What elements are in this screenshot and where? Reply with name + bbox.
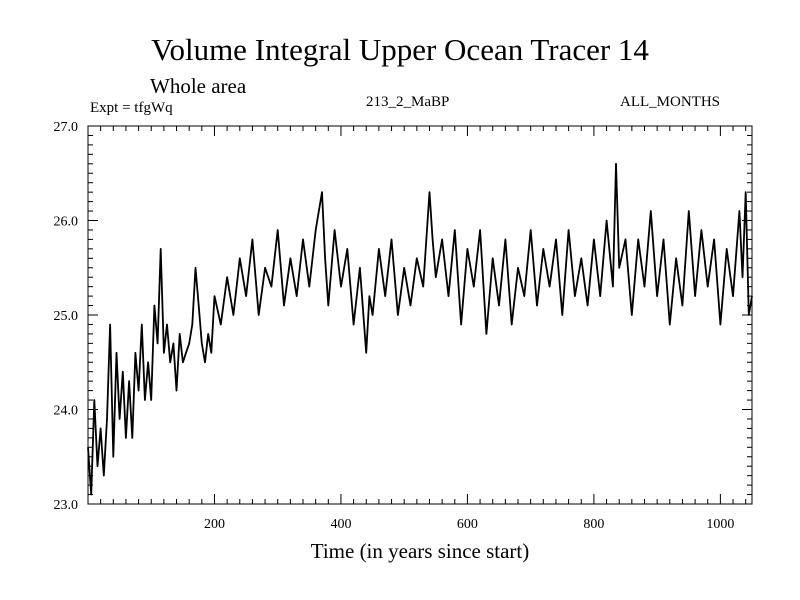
y-tick-label: 23.0 bbox=[54, 498, 79, 513]
run-label: 213_2_MaBP bbox=[366, 94, 450, 110]
x-tick-label: 600 bbox=[457, 517, 478, 532]
y-tick-label: 27.0 bbox=[54, 120, 79, 135]
chart-subtitle: Whole area bbox=[150, 74, 247, 98]
y-tick-label: 26.0 bbox=[54, 215, 79, 230]
x-axis-label: Time (in years since start) bbox=[310, 539, 530, 563]
series-group bbox=[87, 162, 753, 496]
axis-ticks: 200 400 600 800 1000 23.0 24.0 25.0 26.0 27.0 bbox=[54, 120, 752, 532]
y-tick-label: 24.0 bbox=[54, 404, 79, 419]
x-tick-label: 800 bbox=[583, 517, 604, 532]
plot-frame bbox=[87, 125, 753, 505]
series-line bbox=[87, 162, 753, 496]
x-tick-label: 1000 bbox=[706, 517, 734, 532]
months-label: ALL_MONTHS bbox=[620, 94, 720, 110]
chart-title: Volume Integral Upper Ocean Tracer 14 bbox=[151, 32, 649, 67]
x-tick-label: 200 bbox=[204, 517, 225, 532]
experiment-label: Expt = tfgWq bbox=[90, 100, 173, 116]
y-tick-label: 25.0 bbox=[54, 309, 79, 324]
x-tick-label: 400 bbox=[330, 517, 351, 532]
